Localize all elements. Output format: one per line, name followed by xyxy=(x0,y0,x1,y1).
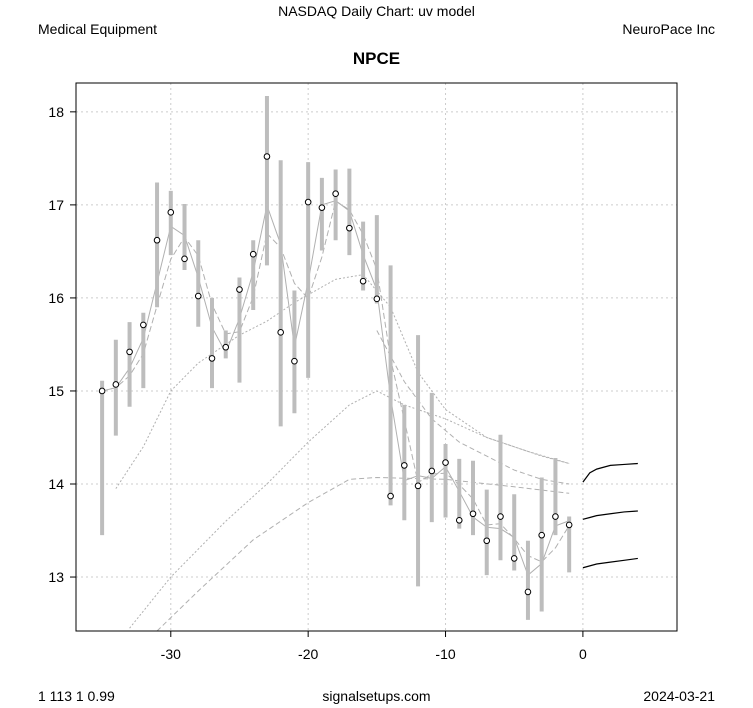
close-point xyxy=(455,516,463,524)
y-tick-label: 16 xyxy=(48,290,64,306)
close-point xyxy=(249,250,257,258)
trend-line-long-dashed-lower xyxy=(156,476,570,632)
close-point xyxy=(442,459,449,466)
close-point xyxy=(401,462,408,469)
y-tick-label: 15 xyxy=(48,383,64,399)
trend-line-long-dotted-mid xyxy=(129,390,570,629)
close-point xyxy=(222,343,230,351)
close-point xyxy=(552,513,559,520)
close-point xyxy=(469,510,477,518)
x-tick-label: -30 xyxy=(161,646,181,662)
forecast-line-upper xyxy=(582,462,638,483)
footer-params: 1 113 1 0.99 xyxy=(38,688,115,704)
footer-date: 2024-03-21 xyxy=(643,688,715,704)
chart-title: NPCE xyxy=(352,49,401,68)
close-point xyxy=(112,381,120,388)
close-point xyxy=(277,329,284,336)
x-tick-label: -20 xyxy=(298,646,318,662)
x-tick-label: -10 xyxy=(435,646,455,662)
close-point xyxy=(153,236,161,244)
close-point xyxy=(291,357,298,365)
y-tick-label: 18 xyxy=(48,104,64,120)
close-point xyxy=(167,209,175,216)
forecast-line-mid xyxy=(582,510,638,520)
close-point xyxy=(483,537,491,545)
trend-line-long-dotted-upper xyxy=(115,274,570,489)
close-point xyxy=(194,292,202,300)
close-point xyxy=(126,348,133,356)
close-point xyxy=(524,588,532,596)
sector-label: Medical Equipment xyxy=(38,21,158,37)
close-point xyxy=(346,224,353,232)
close-point xyxy=(359,277,367,285)
close-point xyxy=(565,521,573,529)
close-point xyxy=(98,387,106,395)
close-point xyxy=(332,190,339,198)
close-point xyxy=(181,255,188,263)
close-point xyxy=(387,492,394,500)
close-point xyxy=(510,555,518,562)
x-tick-label: 0 xyxy=(579,646,587,662)
trend-line-mid-dashed-decline xyxy=(376,330,570,485)
close-point xyxy=(263,153,271,160)
close-point xyxy=(414,482,422,490)
close-point xyxy=(140,321,147,329)
close-point xyxy=(373,295,381,303)
plot-frame xyxy=(75,82,678,632)
y-tick-label: 17 xyxy=(48,197,64,213)
close-point xyxy=(208,355,216,362)
close-point xyxy=(538,531,545,539)
forecast-line-lower xyxy=(582,557,638,569)
company-label: NeuroPace Inc xyxy=(622,21,715,37)
close-point xyxy=(236,286,243,293)
footer-site: signalsetups.com xyxy=(322,688,431,704)
close-point xyxy=(304,198,312,206)
close-point xyxy=(318,204,326,211)
close-point xyxy=(497,513,504,520)
chart-header-title: NASDAQ Daily Chart: uv model xyxy=(278,3,475,19)
y-tick-label: 13 xyxy=(48,569,64,585)
close-point xyxy=(428,467,436,475)
y-tick-label: 14 xyxy=(48,476,64,492)
